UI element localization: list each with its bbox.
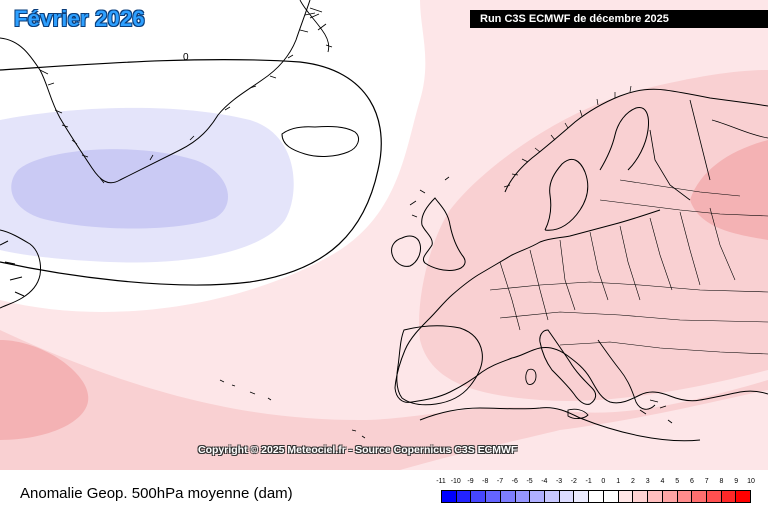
- legend-color-cell: [500, 491, 516, 502]
- legend-tick-label: -11: [436, 478, 446, 485]
- italy-coast: [539, 329, 597, 405]
- legend-tick-label: 5: [675, 478, 680, 485]
- anomaly-pink-band-2: [0, 60, 768, 470]
- legend-color-cell: [442, 491, 457, 502]
- anomaly-pink-core-europe: [419, 70, 768, 401]
- legend-tick-label: 9: [734, 478, 739, 485]
- iceland-coast: [281, 126, 359, 157]
- legend-color-cell: [706, 491, 722, 502]
- legend-tick-label: -10: [450, 478, 461, 485]
- legend-tick-label: -7: [496, 478, 504, 485]
- sicily-sardinia: [525, 368, 589, 419]
- anomaly-pink-core-atlantic: [0, 340, 89, 440]
- legend-tick-label: 10: [747, 478, 755, 485]
- legend-tick-label: 0: [601, 478, 606, 485]
- ireland-coast: [391, 235, 421, 267]
- legend-color-cell: [471, 491, 487, 502]
- run-label: Run C3S ECMWF de décembre 2025: [470, 10, 768, 28]
- legend-labels: -11 -10 -9 -8 -7 -6 -5 -4 -3 -2 -1 0 1 2 3 4 5 6 7 8 9 10: [436, 478, 755, 488]
- legend-tick-label: -4: [541, 478, 548, 485]
- iberia-coast: [396, 325, 483, 406]
- scotland-isles: [409, 176, 450, 218]
- legend-color-cell: [559, 491, 575, 502]
- anomaly-blue-core: [11, 149, 229, 229]
- legend-color-cell: [589, 491, 604, 502]
- legend-color-cell: [515, 491, 531, 502]
- legend-color-cell: [456, 491, 472, 502]
- canada-coast: [0, 229, 41, 309]
- legend-tick-label: 8: [719, 478, 724, 485]
- legend-tick-label: 2: [630, 478, 635, 485]
- legend-tick-label: 3: [645, 478, 650, 485]
- legend-tick-label: -3: [555, 478, 563, 485]
- legend-color-cell: [692, 491, 707, 502]
- legend-color-cell: [662, 491, 678, 502]
- legend-color-cell: [618, 491, 634, 502]
- legend-color-cell: [736, 491, 751, 502]
- map-canvas: 0: [0, 0, 768, 470]
- legend-color-cell: [486, 491, 501, 502]
- britain-coast: [421, 197, 466, 271]
- legend-tick-label: -2: [570, 478, 577, 485]
- map-title: Février 2026: [14, 6, 145, 31]
- legend-tick-label: 6: [689, 478, 694, 485]
- legend-color-cell: [648, 491, 663, 502]
- legend-tick-label: 4: [660, 478, 665, 485]
- europe-coast: [394, 209, 768, 404]
- variable-label: Anomalie Geop. 500hPa moyenne (dam): [20, 485, 293, 502]
- scandinavia-fjords: [503, 85, 632, 188]
- country-borders: [489, 179, 768, 355]
- legend-color-cell: [603, 491, 619, 502]
- greenland-coast: [0, 0, 311, 184]
- russia-finland-borders: [649, 99, 768, 201]
- legend-tick-label: -1: [585, 478, 592, 485]
- legend-tick-label: -5: [526, 478, 533, 485]
- legend-color-cell: [721, 491, 737, 502]
- legend-tick-label: -8: [482, 478, 489, 485]
- balkans-coast: [597, 339, 673, 424]
- legend-color-cell: [574, 491, 590, 502]
- legend-color-cell: [530, 491, 546, 502]
- legend-color-cell: [677, 491, 693, 502]
- atlantic-islands: [219, 379, 366, 439]
- legend-color-bar: [441, 490, 751, 503]
- zero-contour-label: 0: [183, 52, 189, 63]
- legend-tick-label: -9: [467, 478, 474, 485]
- legend-tick-label: -6: [511, 478, 518, 485]
- color-legend: -11 -10 -9 -8 -7 -6 -5 -4 -3 -2 -1 0 1 2 3 4 5 6 7 8 9 10: [436, 478, 755, 506]
- legend-tick-label: 1: [616, 478, 621, 485]
- legend-color-cell: [545, 491, 560, 502]
- anomaly-map: 0: [0, 0, 768, 470]
- zero-contour: [0, 59, 382, 286]
- scandinavia-coast: [504, 88, 768, 231]
- legend-tick-label: 7: [704, 478, 709, 485]
- north-africa-coast: [419, 407, 701, 442]
- legend-color-cell: [633, 491, 649, 502]
- copyright-notice: Copyright © 2025 Meteociel.fr - Source C…: [198, 444, 518, 456]
- svalbard-coast: [299, 0, 333, 53]
